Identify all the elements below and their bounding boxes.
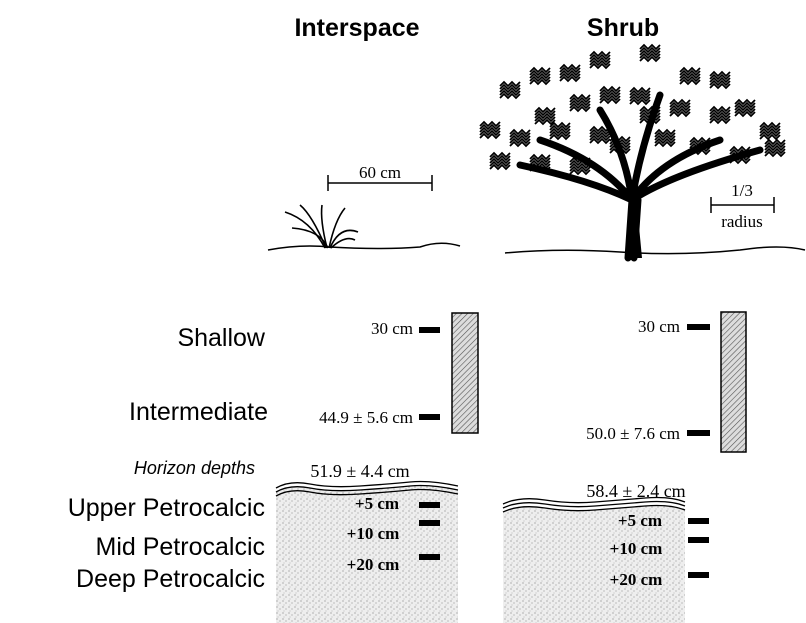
depth-value: +20 cm: [347, 555, 400, 574]
sensor: [419, 502, 440, 508]
leaf-clump: [729, 145, 751, 165]
petrocalcic: [503, 505, 685, 623]
sensor: [419, 554, 440, 560]
leaf-clump: [689, 136, 711, 156]
leaf-clump: [589, 125, 611, 145]
depth-value: +10 cm: [610, 539, 663, 558]
petrocalcic: [276, 485, 458, 623]
leaf-clump: [669, 98, 691, 118]
leaf-clump: [569, 156, 591, 176]
leaf-clump: [589, 50, 611, 70]
leaf-clump: [709, 70, 731, 90]
sensor: [688, 572, 709, 578]
root-zone: [720, 311, 747, 453]
depth-value: 50.0 ± 7.6 cm: [586, 424, 680, 443]
horizon-line: [275, 480, 459, 497]
depth-value: +5 cm: [355, 494, 399, 513]
leaf-clump: [629, 86, 651, 106]
depth-value: +20 cm: [610, 570, 663, 589]
leaf-clump: [639, 43, 661, 63]
ground: [267, 242, 461, 251]
depth-label: Upper Petrocalcic: [68, 494, 265, 522]
horizon-line: [502, 496, 686, 513]
depth-value: +5 cm: [618, 511, 662, 530]
depth-label: Deep Petrocalcic: [76, 565, 265, 593]
leaf-clump: [559, 63, 581, 83]
depth-value: 44.9 ± 5.6 cm: [319, 408, 413, 427]
grass: [284, 204, 359, 249]
leaf-clump: [679, 66, 701, 86]
leaf-clump: [599, 85, 621, 105]
sensor: [419, 327, 440, 333]
sensor: [419, 520, 440, 526]
leaf-clump: [569, 93, 591, 113]
shrub-tree: [479, 43, 786, 262]
depth-label: Mid Petrocalcic: [96, 533, 266, 561]
leaf-clump: [529, 66, 551, 86]
leaf-clump: [709, 105, 731, 125]
root-zone: [451, 312, 479, 434]
sensor: [688, 518, 709, 524]
horizon-depth: 58.4 ± 2.4 cm: [586, 481, 685, 501]
leaf-clump: [549, 121, 571, 141]
header: Shrub: [587, 14, 659, 42]
depth-label: Horizon depths: [134, 458, 255, 478]
depth-value: +10 cm: [347, 524, 400, 543]
ground: [504, 246, 806, 255]
leaf-clump: [499, 80, 521, 100]
depth-label: Intermediate: [129, 398, 268, 426]
leaf-clump: [639, 105, 661, 125]
depth-value: 30 cm: [638, 317, 680, 336]
depth-value: 30 cm: [371, 319, 413, 338]
leaf-clump: [529, 153, 551, 173]
leaf-clump: [489, 151, 511, 171]
depth-label: Shallow: [177, 324, 265, 352]
header: Interspace: [294, 14, 419, 42]
leaf-clump: [759, 121, 781, 141]
scale-label: radius: [721, 212, 763, 231]
sensor: [688, 537, 709, 543]
leaf-clump: [479, 120, 501, 140]
leaf-clump: [509, 128, 531, 148]
scale-label: 60 cm: [359, 163, 401, 182]
leaf-clump: [734, 98, 756, 118]
horizon-depth: 51.9 ± 4.4 cm: [310, 461, 409, 481]
sensor: [687, 324, 710, 330]
scale-label: 1/3: [731, 181, 753, 200]
sensor: [687, 430, 710, 436]
leaf-clump: [764, 138, 786, 158]
leaf-clump: [534, 106, 556, 126]
leaf-clump: [654, 128, 676, 148]
leaf-clump: [609, 135, 631, 155]
sensor: [419, 414, 440, 420]
